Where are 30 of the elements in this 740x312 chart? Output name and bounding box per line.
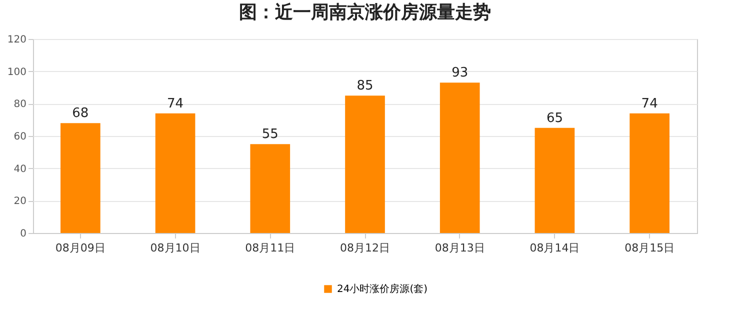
y-tick-label: 40	[14, 164, 26, 175]
x-tick-label: 08月11日	[245, 242, 296, 254]
bar	[440, 82, 480, 233]
data-label: 74	[641, 96, 658, 112]
chart-title: 图：近一周南京涨价房源量走势	[239, 2, 491, 23]
data-label: 55	[262, 127, 278, 142]
y-tick-label: 0	[20, 228, 26, 240]
bar	[60, 123, 100, 233]
legend-label: 24小时涨价房源(套)	[337, 283, 428, 295]
y-tick-label: 80	[14, 99, 26, 110]
data-label: 93	[452, 66, 468, 81]
data-label: 74	[167, 96, 184, 112]
bar	[534, 128, 575, 233]
bar	[630, 113, 670, 233]
x-tick-label: 08月12日	[340, 242, 390, 254]
data-label: 65	[546, 110, 563, 126]
bar	[250, 144, 290, 233]
x-tick-label: 08月13日	[434, 242, 485, 254]
x-tick-label: 08月15日	[624, 242, 675, 254]
bar	[345, 96, 385, 233]
bar	[155, 113, 196, 233]
data-label: 68	[72, 106, 89, 122]
y-tick-label: 60	[14, 132, 26, 142]
x-tick-label: 08月09日	[55, 242, 106, 254]
y-tick-label: 20	[14, 196, 26, 208]
y-tick-label: 120	[7, 34, 26, 46]
x-tick-label: 08月14日	[530, 242, 580, 254]
y-tick-label: 100	[7, 66, 26, 78]
data-label: 85	[356, 78, 374, 94]
x-tick-label: 08月10日	[150, 242, 200, 254]
